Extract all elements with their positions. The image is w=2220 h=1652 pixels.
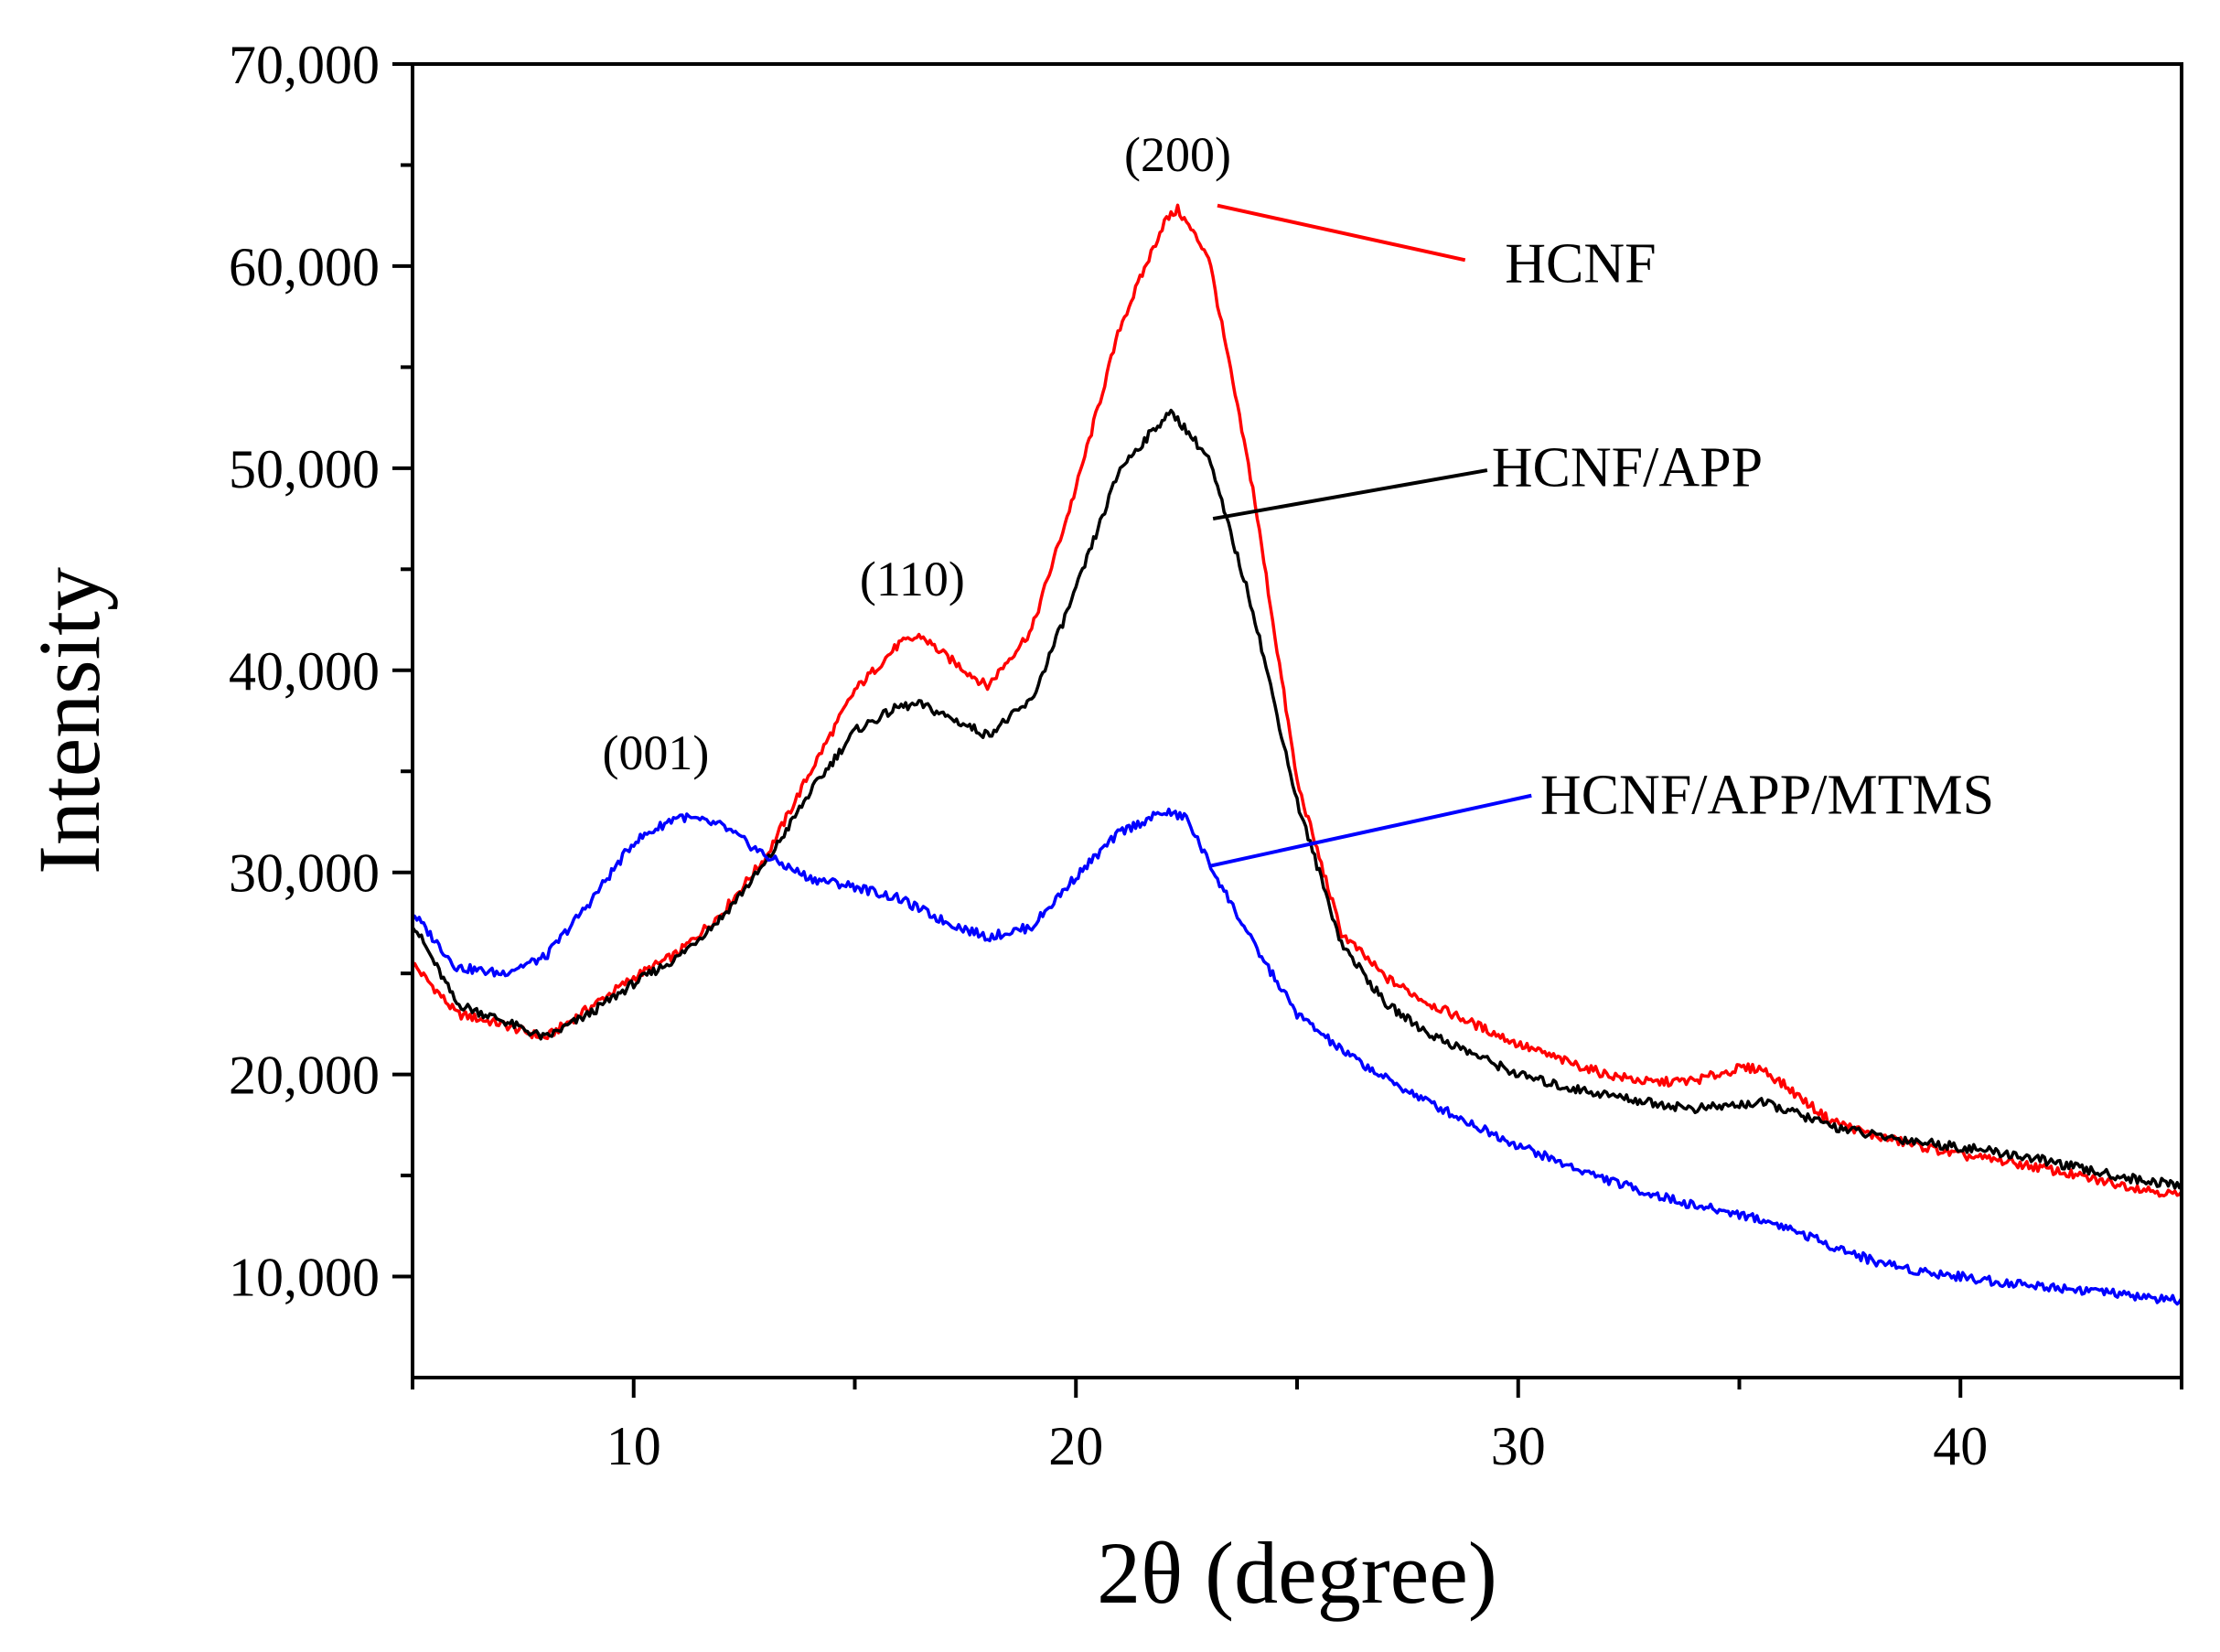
label-layer: (001) (110) (200) HCNF HCNF/APP HCNF/APP/MTMS: [602, 127, 1994, 869]
peak-annotation-0: (001): [602, 725, 709, 780]
peak-annotation-1: (110): [860, 552, 965, 606]
y-tick-label-60000: 60,000: [229, 237, 380, 297]
x-tick-label-40: 40: [1933, 1416, 1988, 1476]
y-tick-label-20000: 20,000: [229, 1046, 380, 1106]
series-layer: [411, 203, 2183, 1306]
peak-annotation-2: (200): [1124, 127, 1231, 182]
y-axis-label: Intensity: [20, 567, 118, 874]
x-tick-label-30: 30: [1491, 1416, 1546, 1476]
series-label-hcnf-app-mtms: HCNF/APP/MTMS: [1540, 765, 1994, 827]
y-tick-label-40000: 40,000: [229, 641, 380, 702]
y-tick-label-50000: 50,000: [229, 439, 380, 499]
series-line-hcnf-app: [411, 408, 2183, 1190]
leader-line-hcnf-app: [1212, 468, 1488, 521]
series-line-hcnf-app-mtms: [412, 807, 2183, 1306]
plot-frame: [411, 62, 2183, 1379]
leader-line-hcnf-app-mtms: [1207, 793, 1532, 869]
series-line-hcnf: [411, 203, 2183, 1198]
y-tick-label-30000: 30,000: [229, 843, 380, 904]
y-tick-label-10000: 10,000: [229, 1248, 380, 1308]
x-tick-label-10: 10: [606, 1416, 661, 1476]
series-label-hcnf-app: HCNF/APP: [1492, 437, 1763, 499]
x-tick-label-20: 20: [1048, 1416, 1103, 1476]
leader-line-hcnf: [1217, 203, 1466, 263]
axis-layer: 10 20 30 40 10,000 20,000 30,000 40,000 50,000 60…: [229, 35, 2183, 1476]
series-label-hcnf: HCNF: [1505, 233, 1656, 295]
y-tick-label-70000: 70,000: [229, 35, 380, 95]
x-axis-label: 2θ (degree): [1097, 1524, 1497, 1622]
